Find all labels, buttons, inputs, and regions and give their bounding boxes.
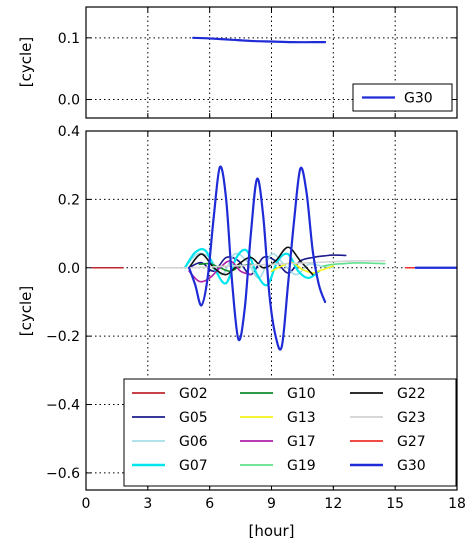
top-panel: 0.0 0.1 [cycle] G30 [17,6,458,119]
legend-box [123,378,457,487]
axes-frame [85,6,458,119]
series-line-g30 [187,165,327,351]
legend-label-g19: G19 [287,458,316,474]
series-group [91,165,457,351]
x-tick-label: 9 [267,496,276,512]
x-tick-label: 3 [143,496,152,512]
x-axis-label: [hour] [248,522,294,540]
series-line-g17 [188,260,252,283]
y-tick-label: 0.2 [58,192,80,208]
y-tick-label: −0.2 [46,329,80,345]
series-line-g07 [183,247,321,287]
series-group [192,36,327,44]
x-tick-label: 0 [82,496,91,512]
legend-label-g06: G06 [179,434,208,450]
y-tick-label: 0.1 [58,31,80,47]
y-tick-label: −0.4 [46,398,80,414]
legend-top: G30 [352,83,453,112]
y-tick-label: 0.4 [58,124,80,140]
x-tick-label: 18 [448,496,466,512]
legend-label-g30: G30 [397,458,426,474]
legend-bottom: G02 G05 G06 G07 G10 G13 G17 G19 G22 G23 G27 G30 [123,378,457,487]
y-tick-label: −0.6 [46,466,80,482]
legend-label-g27: G27 [397,434,426,450]
legend-label-g23: G23 [397,410,426,426]
y-tick-label: 0.0 [58,93,80,109]
series-line-g13 [270,261,335,274]
legend-label-g10: G10 [287,386,316,402]
axes-frame [85,130,458,491]
legend-label-g22: G22 [397,386,426,402]
legend-label: G30 [404,91,433,107]
series-line-g30 [192,36,327,44]
bottom-panel: 0 3 6 9 12 15 18 0.4 0.2 0.0 −0.2 −0.4 −0.6 [cycle] [h… [17,124,466,540]
legend-box [352,83,453,112]
x-tick-label: 15 [386,496,404,512]
legend-label-g05: G05 [179,410,208,426]
legend-label-g17: G17 [287,434,316,450]
y-tick-label: 0.0 [58,261,80,277]
legend-label-g13: G13 [287,410,316,426]
y-axis-label: [cycle] [17,286,35,336]
legend-label-g07: G07 [179,458,208,474]
legend-label-g02: G02 [179,386,208,402]
series-line-g19 [322,262,386,267]
x-tick-label: 6 [205,496,214,512]
y-axis-label: [cycle] [17,37,35,87]
x-tick-label: 12 [324,496,342,512]
